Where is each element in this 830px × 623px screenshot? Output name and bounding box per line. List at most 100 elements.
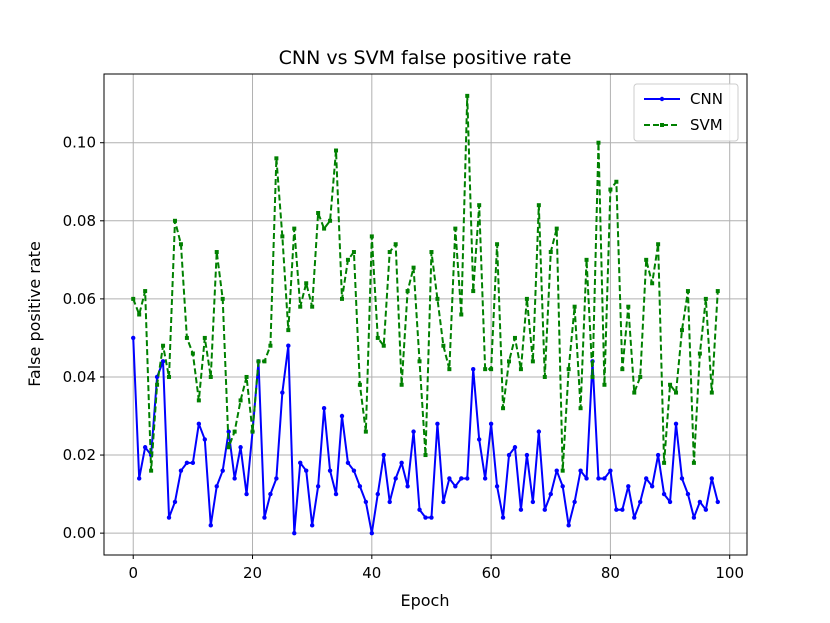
data-point-cnn xyxy=(584,476,589,481)
data-point-cnn xyxy=(673,421,679,427)
data-point-svm xyxy=(715,289,720,294)
data-point-cnn xyxy=(554,468,559,473)
y-tick-label: 0.02 xyxy=(63,446,96,464)
data-point-cnn xyxy=(184,460,190,466)
data-point-svm xyxy=(411,265,416,270)
data-point-cnn xyxy=(471,366,476,372)
data-point-cnn xyxy=(244,491,249,497)
data-point-svm xyxy=(507,359,512,364)
data-point-svm xyxy=(190,351,195,356)
data-point-cnn xyxy=(703,507,709,512)
y-tick-label: 0.04 xyxy=(63,368,96,386)
data-point-cnn xyxy=(566,523,571,528)
data-point-svm xyxy=(131,296,136,301)
data-point-cnn xyxy=(709,476,715,481)
data-point-cnn xyxy=(292,530,297,536)
data-point-svm xyxy=(161,343,166,348)
data-point-cnn xyxy=(715,499,720,505)
data-point-svm xyxy=(518,367,523,372)
data-point-cnn xyxy=(649,484,655,489)
data-point-svm xyxy=(286,328,291,333)
data-point-svm xyxy=(512,335,517,340)
data-point-svm xyxy=(208,374,213,379)
data-point-cnn xyxy=(298,460,303,466)
data-point-cnn xyxy=(208,523,213,528)
data-point-cnn xyxy=(429,515,434,520)
data-point-cnn xyxy=(506,452,512,458)
data-point-svm xyxy=(369,234,374,239)
plot-area xyxy=(104,74,747,555)
data-point-svm xyxy=(638,374,643,379)
data-point-cnn xyxy=(387,499,392,505)
data-point-svm xyxy=(465,93,470,98)
data-point-cnn xyxy=(393,476,398,481)
data-point-cnn xyxy=(226,429,231,434)
data-point-svm xyxy=(149,468,154,473)
data-point-cnn xyxy=(679,476,685,481)
data-point-cnn xyxy=(667,499,673,505)
data-point-cnn xyxy=(536,429,542,434)
data-point-svm xyxy=(429,250,434,255)
data-point-svm xyxy=(703,296,708,301)
data-point-cnn xyxy=(411,429,416,434)
legend-svm-marker xyxy=(660,123,664,127)
data-point-cnn xyxy=(548,491,553,497)
data-point-cnn xyxy=(596,476,601,481)
data-point-svm xyxy=(608,187,613,192)
data-point-cnn xyxy=(542,507,547,512)
data-point-cnn xyxy=(321,406,327,411)
data-point-cnn xyxy=(614,507,619,512)
data-point-cnn xyxy=(304,468,309,473)
y-tick-label: 0.06 xyxy=(63,290,96,308)
data-point-cnn xyxy=(638,499,643,505)
data-point-svm xyxy=(709,390,714,395)
data-point-svm xyxy=(471,289,476,294)
data-point-cnn xyxy=(691,515,697,520)
data-point-svm xyxy=(578,406,583,411)
data-point-svm xyxy=(328,218,333,223)
data-point-cnn xyxy=(476,437,482,442)
x-tick-label: 20 xyxy=(243,564,262,582)
data-point-svm xyxy=(530,359,535,364)
data-point-cnn xyxy=(280,390,285,395)
data-point-cnn xyxy=(626,484,631,489)
data-point-svm xyxy=(298,304,303,309)
chart-title: CNN vs SVM false positive rate xyxy=(279,47,572,69)
data-point-cnn xyxy=(339,413,345,419)
data-point-cnn xyxy=(441,499,446,505)
data-point-svm xyxy=(560,468,565,473)
data-point-cnn xyxy=(697,499,703,505)
x-axis-label: Epoch xyxy=(401,591,450,610)
data-point-svm xyxy=(679,328,684,333)
data-point-svm xyxy=(155,382,160,387)
data-point-cnn xyxy=(655,452,661,458)
x-tick-label: 60 xyxy=(482,564,501,582)
y-tick-label: 0.10 xyxy=(63,134,96,152)
x-tick-label: 40 xyxy=(362,564,381,582)
data-point-svm xyxy=(334,148,339,153)
data-point-svm xyxy=(280,234,285,239)
legend-cnn-label: CNN xyxy=(690,90,723,108)
legend-svm-label: SVM xyxy=(690,116,723,134)
data-point-svm xyxy=(357,382,362,387)
x-tick-label: 100 xyxy=(715,564,744,582)
data-point-svm xyxy=(381,343,386,348)
data-point-svm xyxy=(256,359,261,364)
data-point-cnn xyxy=(178,468,184,473)
data-point-cnn xyxy=(142,445,148,450)
data-point-svm xyxy=(477,203,482,208)
data-point-cnn xyxy=(363,499,369,505)
data-point-cnn xyxy=(381,452,386,458)
data-point-svm xyxy=(214,250,219,255)
data-point-cnn xyxy=(309,523,315,528)
data-point-cnn xyxy=(202,437,208,442)
data-point-cnn xyxy=(262,515,267,520)
data-point-svm xyxy=(441,343,446,348)
data-point-svm xyxy=(167,374,172,379)
data-point-svm xyxy=(650,281,655,286)
data-point-cnn xyxy=(482,476,488,481)
data-point-cnn xyxy=(214,484,219,489)
data-point-svm xyxy=(572,304,577,309)
data-point-svm xyxy=(584,257,589,262)
data-point-svm xyxy=(674,390,679,395)
